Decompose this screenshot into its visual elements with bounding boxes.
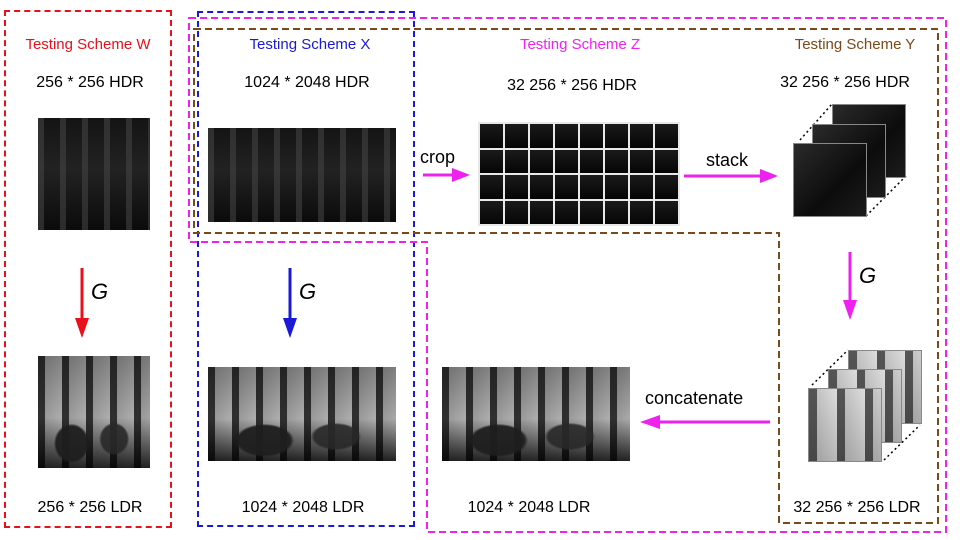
scheme-y-boundary	[193, 28, 939, 524]
arrow-left-icon	[640, 415, 770, 429]
scheme-w-input-label: 256 * 256 HDR	[36, 74, 144, 91]
arrow-down-icon	[843, 252, 857, 320]
generator-label-x: G	[299, 279, 317, 304]
arrow-down-icon	[75, 268, 89, 338]
scheme-x-input-label: 1024 * 2048 HDR	[244, 74, 370, 91]
scheme-x-title: Testing Scheme X	[249, 36, 371, 53]
hdr-input-1024x2048-image	[208, 128, 396, 222]
hdr-input-256-image	[38, 118, 150, 230]
crop-label: crop	[420, 147, 456, 167]
stack-label: stack	[706, 150, 749, 170]
hdr-crops-grid-image	[478, 122, 680, 226]
arrow-right-icon	[423, 168, 470, 182]
arrow-down-icon	[283, 268, 297, 338]
ldr-concatenated-image	[442, 367, 630, 461]
ldr-output-1024x2048-image	[208, 367, 396, 461]
scheme-w-title: Testing Scheme W	[25, 36, 151, 53]
scheme-x-output-label: 1024 * 2048 LDR	[241, 499, 365, 516]
scheme-y-stack-label: 32 256 * 256 HDR	[780, 74, 910, 91]
concatenate-label: concatenate	[645, 388, 744, 408]
generator-label-y: G	[859, 263, 877, 288]
arrow-right-icon	[684, 169, 778, 183]
scheme-y-output-label: 32 256 * 256 LDR	[793, 499, 921, 516]
ldr-stack-tile-front	[808, 388, 882, 462]
scheme-y-title: Testing Scheme Y	[794, 36, 916, 53]
scheme-z-final-label: 1024 * 2048 LDR	[467, 499, 591, 516]
generator-label-w: G	[91, 279, 109, 304]
ldr-output-256-image	[38, 356, 150, 468]
scheme-z-title: Testing Scheme Z	[519, 36, 641, 53]
scheme-x-boundary	[197, 11, 415, 527]
scheme-w-output-label: 256 * 256 LDR	[37, 499, 143, 516]
scheme-w-boundary	[4, 10, 172, 528]
hdr-stack-tile-front	[793, 143, 867, 217]
scheme-z-crop-label: 32 256 * 256 HDR	[507, 77, 637, 94]
